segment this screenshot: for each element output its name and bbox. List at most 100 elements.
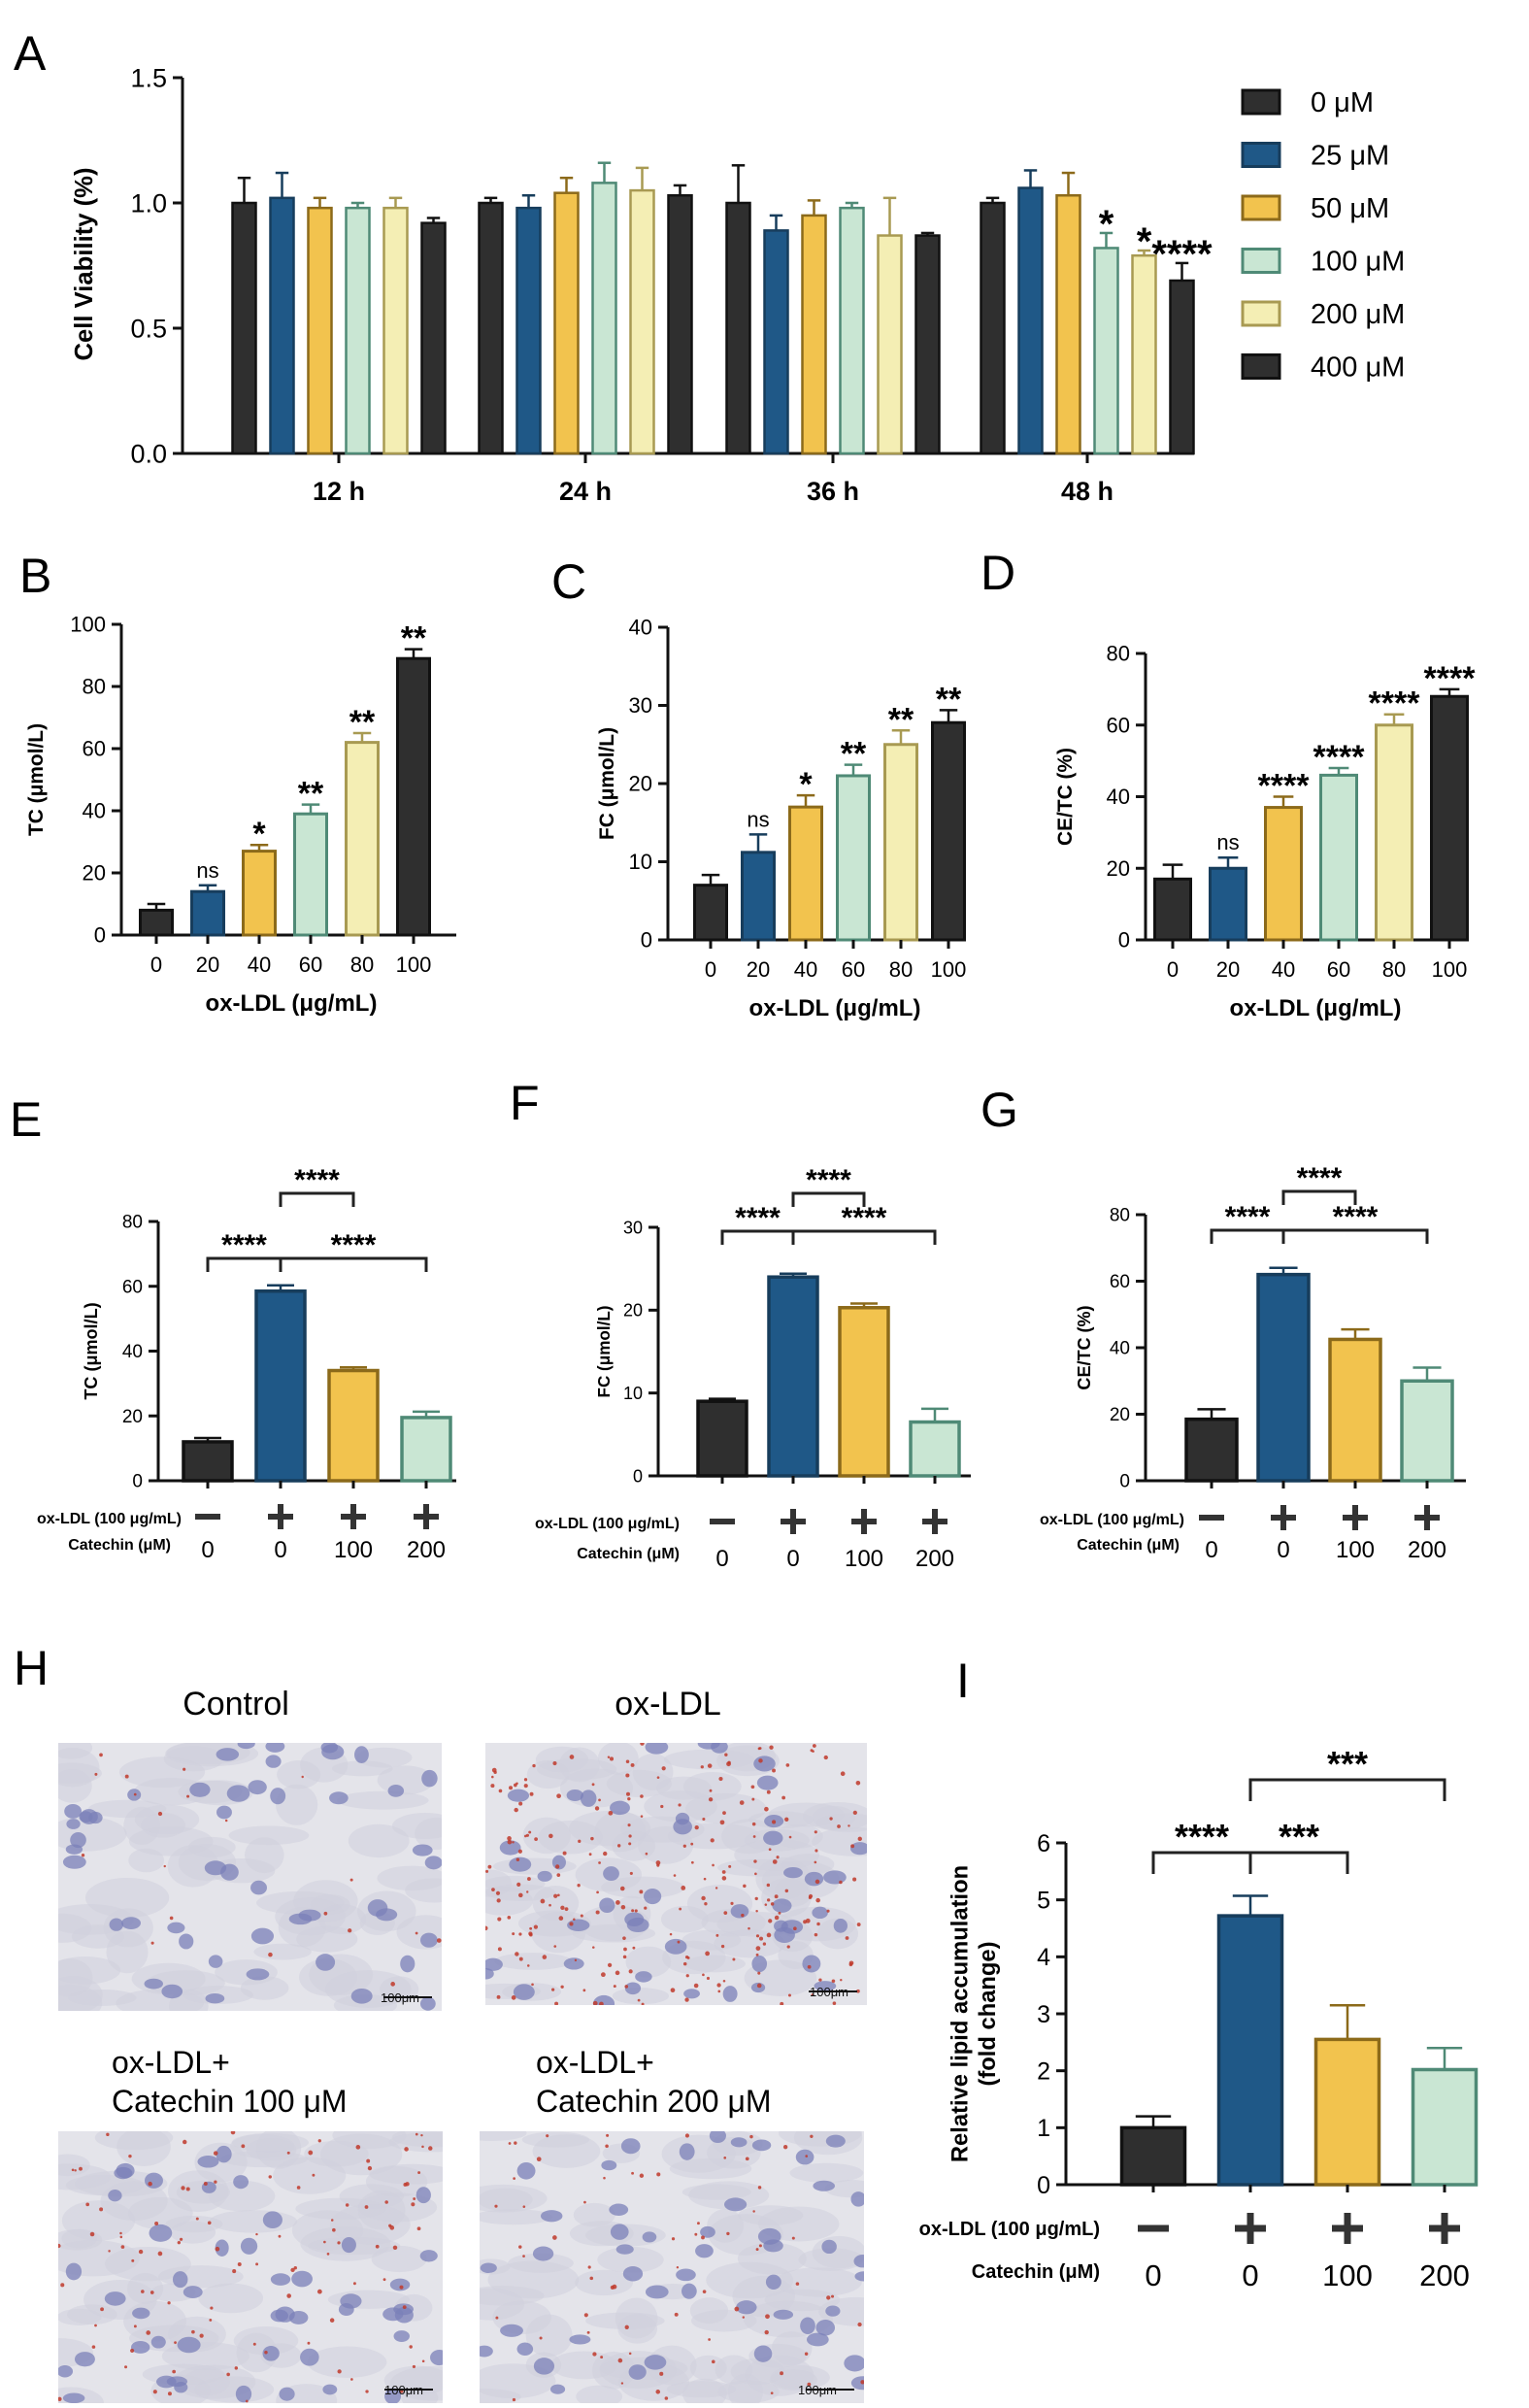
cell-body <box>576 2385 623 2403</box>
cell-nucleus <box>480 2345 493 2358</box>
row-label-oxldl: ox-LDL (100 μg/mL) <box>37 1511 182 1527</box>
lipid-droplet <box>600 2356 604 2359</box>
lipid-droplet <box>120 2245 125 2249</box>
significance-label: **** <box>1175 1817 1229 1856</box>
lipid-droplet <box>214 2180 217 2184</box>
lipid-droplet <box>587 2265 591 2269</box>
lipid-droplet <box>172 2369 177 2374</box>
cell-body <box>277 1760 321 1789</box>
lipid-droplet <box>730 1901 734 1905</box>
lipid-droplet <box>518 1801 523 1806</box>
lipid-droplet <box>758 1936 764 1941</box>
significance-bracket <box>1281 1228 1429 1244</box>
lipid-droplet <box>598 1861 601 1864</box>
bar <box>1017 186 1044 455</box>
bar <box>327 1368 380 1483</box>
lipid-droplet <box>582 1989 586 1992</box>
y-tick-label: 40 <box>122 1342 143 1362</box>
lipid-droplet <box>106 2132 110 2137</box>
cell-body <box>685 1792 767 1824</box>
lipid-droplet <box>826 2295 831 2300</box>
bar <box>1119 2125 1187 2187</box>
cell-nucleus <box>400 1955 415 1973</box>
cell-nucleus <box>174 2381 188 2393</box>
lipid-droplet <box>712 2359 715 2364</box>
lipid-droplet <box>655 1860 661 1865</box>
lipid-droplet <box>133 1792 137 1796</box>
lipid-droplet <box>622 1955 627 1959</box>
lipid-droplet <box>169 1916 174 1921</box>
lipid-droplet <box>780 2001 784 2005</box>
lipid-droplet <box>558 1916 564 1921</box>
lipid-droplet <box>676 2265 680 2269</box>
lipid-droplet <box>719 1820 725 1825</box>
lipid-droplet <box>742 2316 746 2319</box>
lipid-droplet <box>141 2290 145 2293</box>
lipid-droplet <box>215 2246 220 2252</box>
cell-body <box>689 2355 727 2381</box>
bar <box>788 805 823 942</box>
lipid-droplet <box>58 2243 61 2249</box>
lipid-droplet <box>230 2131 236 2135</box>
cell-nucleus <box>65 1844 83 1855</box>
lipid-droplet <box>674 2312 679 2317</box>
bar <box>515 206 542 455</box>
lipid-droplet <box>810 2134 814 2138</box>
lipid-droplet <box>755 2248 759 2252</box>
lipid-droplet <box>758 2244 762 2248</box>
lipid-droplet <box>182 2139 187 2145</box>
bar <box>877 234 903 455</box>
lipid-droplet <box>413 2197 416 2200</box>
significance-label: **** <box>735 1202 781 1234</box>
cell-nucleus <box>80 1809 98 1824</box>
lipid-droplet <box>758 1758 763 1763</box>
cell-body <box>612 1830 656 1861</box>
lipid-droplet <box>497 1947 502 1952</box>
lipid-droplet <box>494 2204 498 2208</box>
lipid-droplet <box>210 2306 214 2310</box>
lipid-droplet <box>562 1851 567 1856</box>
cell-body <box>538 1820 603 1855</box>
cell-body <box>348 1823 410 1858</box>
lipid-droplet <box>498 1789 503 1793</box>
cell-body <box>356 1747 413 1768</box>
scale-bar-label-4: 100μm <box>798 2383 838 2397</box>
lipid-droplet <box>307 2341 311 2345</box>
lipid-droplet <box>655 2390 661 2394</box>
legend-label: 0 μM <box>1311 87 1374 118</box>
lipid-droplet <box>177 2240 182 2245</box>
lipid-droplet <box>399 2285 404 2290</box>
significance-bracket <box>791 1191 866 1207</box>
cell-nucleus <box>783 1866 803 1879</box>
cell-body <box>706 2261 794 2299</box>
cell-nucleus <box>205 1993 225 2004</box>
cell-nucleus <box>753 2345 773 2362</box>
lipid-droplet <box>685 1974 689 1978</box>
lipid-droplet <box>583 2200 586 2204</box>
lipid-droplet <box>301 1775 304 1779</box>
cell-nucleus <box>104 2291 126 2306</box>
lipid-droplet <box>308 2150 314 2156</box>
y-tick-label: 30 <box>629 693 652 718</box>
bar <box>396 656 431 937</box>
lipid-droplet <box>421 2359 425 2363</box>
lipid-droplet <box>495 1890 501 1895</box>
y-tick-label: 2 <box>1037 2057 1050 2085</box>
lipid-droplet <box>622 1936 626 1940</box>
cell-nucleus <box>695 2244 714 2258</box>
lipid-droplet <box>329 2318 335 2323</box>
lipid-droplet <box>512 1932 515 1936</box>
cell-nucleus <box>757 2227 781 2245</box>
lipid-droplet <box>174 2341 177 2345</box>
lipid-droplet <box>592 2000 598 2005</box>
lipid-droplet <box>485 1925 488 1931</box>
lipid-droplet <box>702 1973 705 1977</box>
y-tick-label: 6 <box>1037 1830 1050 1857</box>
lipid-droplet <box>856 1989 860 1993</box>
catechin-dose: 200 <box>1419 2258 1470 2292</box>
cell-nucleus <box>389 2278 411 2291</box>
lipid-droplet <box>195 2217 199 2221</box>
lipid-droplet <box>615 1900 620 1905</box>
cell-nucleus <box>384 2388 402 2403</box>
lipid-droplet <box>167 2301 171 2305</box>
